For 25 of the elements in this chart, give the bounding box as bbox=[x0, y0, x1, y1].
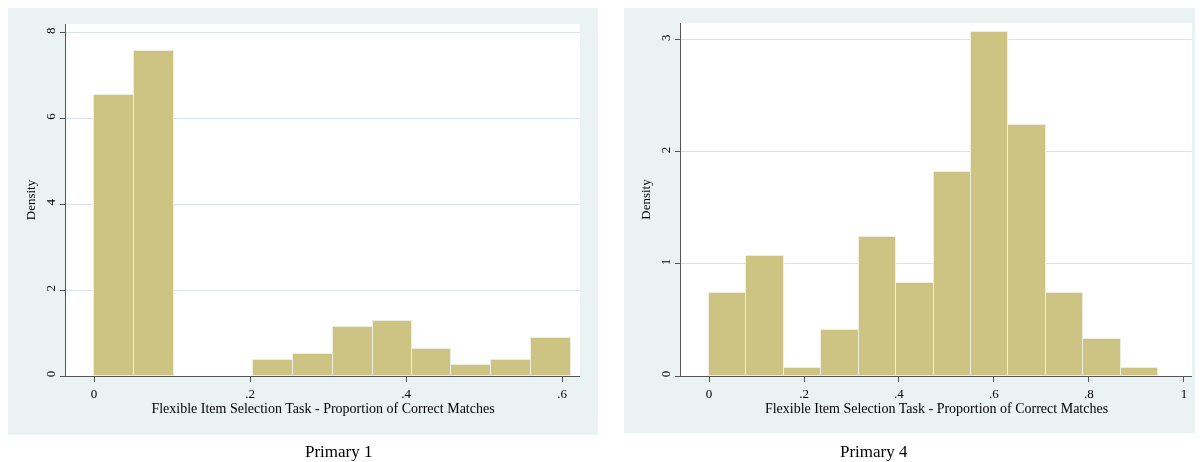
y-tick-label: 2 bbox=[657, 146, 673, 154]
y-axis-title: Density bbox=[22, 179, 38, 221]
x-tick-label: 0 bbox=[705, 385, 713, 401]
x-tick-label: .4 bbox=[894, 385, 905, 401]
x-tick-label: .8 bbox=[1084, 385, 1094, 401]
y-axis-title: Density bbox=[637, 178, 653, 220]
y-tick-label: 6 bbox=[42, 112, 58, 120]
x-tick-label: .2 bbox=[245, 385, 255, 401]
y-tick-label: 4 bbox=[42, 198, 58, 206]
x-tick-label: 1 bbox=[1180, 385, 1188, 401]
x-tick-label: 0 bbox=[90, 385, 98, 401]
x-tick-label: .6 bbox=[557, 385, 568, 401]
text: Primary 4 bbox=[840, 442, 909, 461]
y-tick-label: 1 bbox=[657, 258, 673, 266]
text: Primary 1 bbox=[305, 442, 373, 461]
x-tick-label: .2 bbox=[799, 385, 809, 401]
y-tick-label: 8 bbox=[42, 27, 58, 34]
x-axis-title: Flexible Item Selection Task - Proportion of Correct Matches bbox=[151, 400, 495, 416]
x-tick-label: .6 bbox=[989, 385, 1000, 401]
y-tick-label: 3 bbox=[657, 34, 673, 42]
y-tick-label: 2 bbox=[42, 284, 58, 292]
y-tick-label: 0 bbox=[657, 370, 673, 378]
x-tick-label: .4 bbox=[401, 385, 412, 401]
y-tick-label: 0 bbox=[42, 370, 58, 378]
x-axis-title: Flexible Item Selection Task - Proportion of Correct Matches bbox=[764, 400, 1109, 416]
